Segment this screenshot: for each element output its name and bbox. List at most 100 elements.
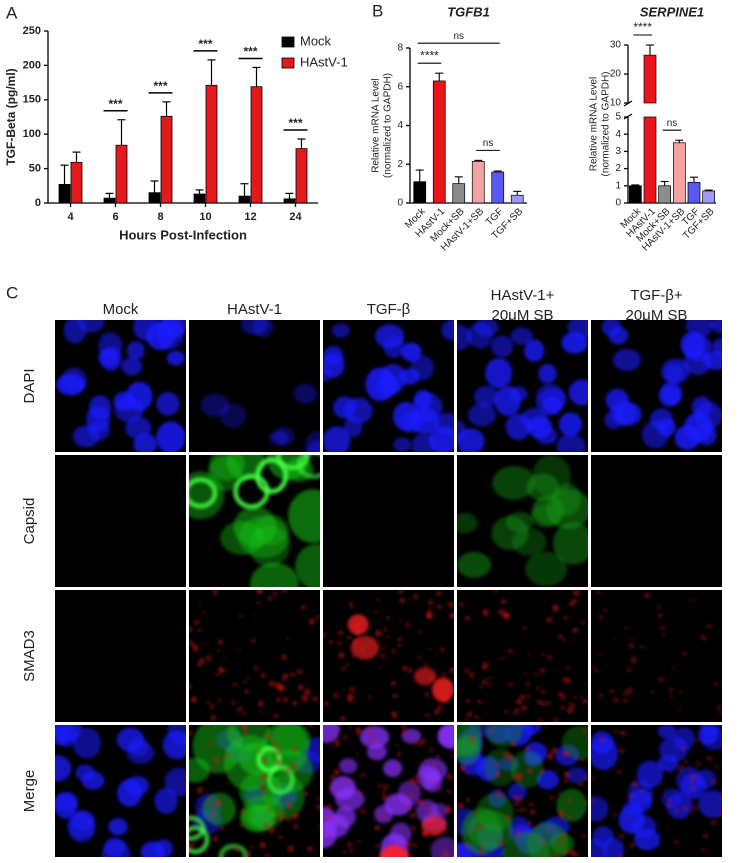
y-tick-label: 1: [615, 180, 621, 191]
stain: [612, 348, 641, 372]
stain: [570, 598, 578, 605]
stain: [661, 788, 683, 808]
stain: [347, 841, 353, 849]
stain: [198, 601, 202, 605]
stain: [547, 827, 553, 833]
stain: [209, 766, 215, 771]
stain: [323, 700, 330, 707]
stain: [338, 758, 358, 774]
stain: [239, 823, 244, 828]
stain: [449, 753, 453, 758]
stain: [381, 790, 386, 795]
stain: [579, 620, 585, 625]
stain: [473, 812, 478, 817]
stain: [240, 725, 247, 730]
stain: [578, 695, 584, 700]
stain: [520, 705, 528, 712]
stain: [213, 672, 219, 676]
stain: [206, 796, 212, 801]
stain: [268, 680, 275, 688]
stain: [202, 792, 237, 826]
stain: [520, 807, 527, 813]
stain: [190, 643, 197, 648]
stain: [225, 782, 229, 785]
stain: [432, 677, 454, 703]
micrograph: [55, 455, 186, 587]
stain: [441, 320, 454, 341]
stain: [703, 833, 709, 840]
stain: [501, 793, 506, 797]
stain: [217, 698, 222, 703]
stain: [628, 642, 635, 649]
bar: [658, 185, 672, 204]
stain: [377, 666, 381, 670]
stain: [291, 803, 296, 808]
stain: [522, 625, 528, 630]
stain: [465, 797, 471, 803]
stain: [494, 385, 522, 416]
stain: [408, 793, 415, 798]
stain: [295, 543, 320, 587]
stain: [323, 631, 327, 639]
stain: [457, 737, 480, 765]
stain: [270, 818, 276, 823]
stain: [337, 727, 342, 731]
x-tick-label: 8: [157, 211, 163, 223]
stain: [593, 667, 599, 673]
micrograph-content: [55, 725, 186, 857]
stain: [525, 681, 531, 687]
stain: [591, 776, 596, 781]
stain: [234, 846, 240, 852]
y-tick-label: 0: [35, 197, 41, 209]
column-header: Mock: [103, 301, 139, 318]
y-tick-label: 6: [397, 81, 403, 92]
y-tick-label: 50: [29, 163, 41, 175]
stain: [296, 669, 303, 675]
stain: [623, 698, 628, 704]
stain: [466, 711, 473, 718]
stain: [240, 809, 245, 815]
stain: [297, 684, 305, 691]
stain: [355, 727, 359, 731]
stain: [538, 363, 557, 384]
stain: [463, 842, 470, 848]
stain: [644, 592, 651, 599]
stain: [558, 691, 564, 697]
stain: [458, 601, 465, 607]
stain: [438, 787, 443, 792]
stain: [689, 780, 694, 785]
stain: [255, 457, 289, 494]
stain: [529, 809, 536, 815]
stain: [577, 782, 584, 787]
chart-title: TGFB1: [447, 4, 490, 19]
stain: [303, 790, 309, 797]
stain: [413, 392, 443, 422]
stain: [162, 320, 186, 337]
stain: [212, 836, 219, 842]
stain: [561, 725, 588, 760]
stain: [677, 764, 685, 773]
stain: [219, 825, 225, 831]
stain: [166, 350, 185, 366]
stain: [668, 686, 674, 693]
stain: [452, 856, 454, 857]
stain: [449, 612, 454, 619]
row-label: SMAD3: [21, 630, 38, 682]
stain: [491, 335, 514, 358]
y-tick-label: 8: [397, 43, 403, 54]
stain: [284, 799, 289, 803]
stain: [556, 838, 562, 843]
stain: [286, 816, 292, 822]
stain: [423, 662, 429, 668]
stain: [474, 320, 499, 337]
stain: [301, 694, 309, 703]
stain: [540, 838, 546, 845]
stain: [222, 771, 226, 775]
stain: [314, 614, 320, 619]
stain: [292, 823, 299, 830]
stain: [668, 771, 674, 775]
stain: [429, 746, 434, 752]
stain: [630, 656, 637, 664]
stain: [330, 786, 336, 791]
stain: [401, 666, 408, 671]
